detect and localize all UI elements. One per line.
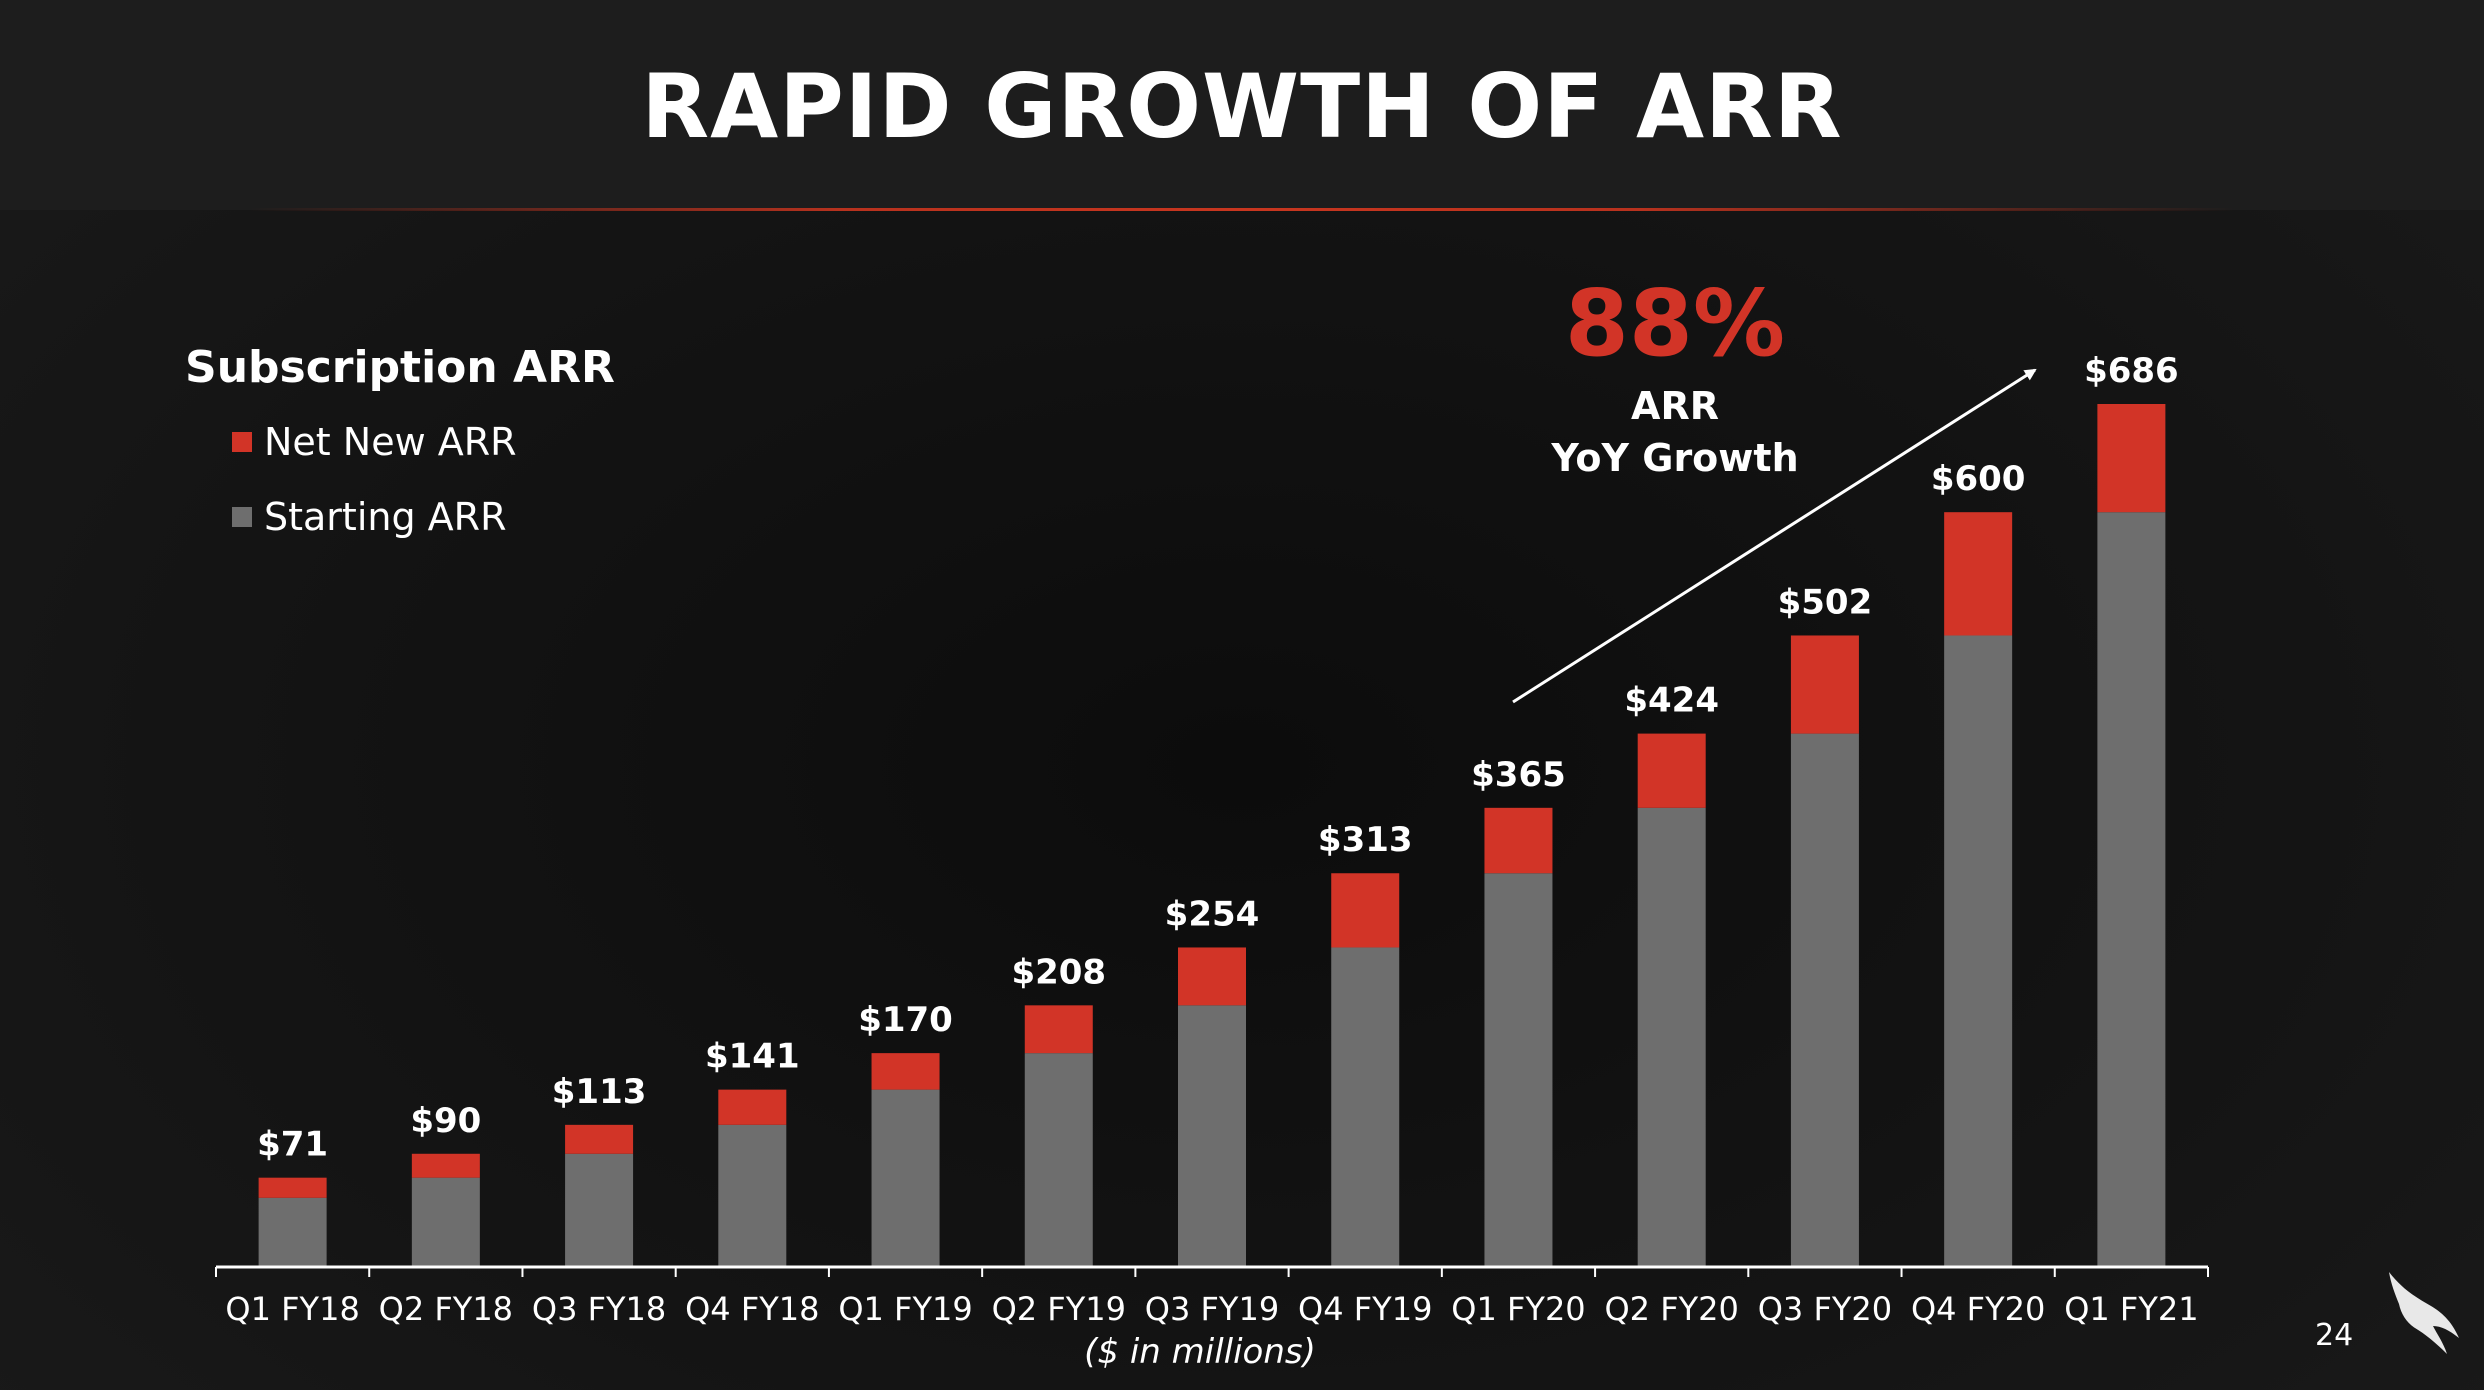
bar-net-new-arr (1024, 1005, 1093, 1054)
growth-label-line2: YoY Growth (1551, 436, 1799, 480)
legend-label-net-new: Net New ARR (264, 420, 517, 464)
bar-starting-arr (1484, 873, 1553, 1267)
growth-arrow-icon (1512, 368, 2037, 704)
bar-starting-arr (258, 1197, 327, 1267)
data-label: $113 (552, 1072, 647, 1112)
x-tick-label: Q1 FY20 (1451, 1290, 1585, 1328)
data-label: $424 (1624, 681, 1719, 721)
bar-net-new-arr (411, 1153, 480, 1178)
bar-net-new-arr (871, 1053, 940, 1090)
bar-net-new-arr (1790, 635, 1859, 734)
bar-starting-arr (718, 1124, 787, 1267)
x-tick-label: Q1 FY18 (225, 1290, 359, 1328)
x-tick-label: Q4 FY20 (1911, 1290, 2045, 1328)
bar-net-new-arr (1637, 733, 1706, 808)
bar-starting-arr (1331, 947, 1400, 1267)
header-band (0, 0, 2484, 210)
bar-starting-arr (565, 1153, 634, 1267)
data-label: $71 (257, 1125, 328, 1165)
bar-starting-arr (1024, 1053, 1093, 1267)
header-divider (250, 208, 2234, 211)
x-tick-label: Q2 FY19 (992, 1290, 1126, 1328)
falcon-logo-icon (2389, 1272, 2459, 1354)
bar-starting-arr (871, 1089, 940, 1267)
bar-starting-arr (1944, 635, 2013, 1267)
data-label: $686 (2084, 351, 2179, 391)
bar-net-new-arr (718, 1089, 787, 1125)
bars-layer (258, 404, 2166, 1267)
legend-item-net-new: Net New ARR (232, 420, 517, 464)
units-note: ($ in millions) (1084, 1332, 1316, 1372)
legend-label-starting: Starting ARR (264, 495, 507, 539)
growth-percent: 88% (1564, 270, 1786, 377)
data-label: $170 (858, 1000, 953, 1040)
bar-net-new-arr (1178, 947, 1246, 1006)
data-label: $502 (1778, 582, 1873, 622)
data-label: $141 (705, 1037, 800, 1077)
data-label: $254 (1165, 894, 1260, 934)
data-label: $90 (410, 1101, 481, 1141)
growth-label-line1: ARR (1631, 384, 1719, 428)
x-tick-label: Q4 FY19 (1298, 1290, 1432, 1328)
bar-net-new-arr (2097, 404, 2166, 513)
data-label: $208 (1011, 952, 1106, 992)
x-tick-label: Q3 FY20 (1758, 1290, 1892, 1328)
x-axis: Q1 FY18 Q2 FY18 Q3 FY18 Q4 FY18 Q1 FY19 Q2 FY… (215, 1265, 2209, 1328)
x-tick-label: Q2 FY18 (379, 1290, 513, 1328)
x-tick-label: Q2 FY20 (1604, 1290, 1738, 1328)
bar-starting-arr (2097, 512, 2166, 1267)
bar-net-new-arr (258, 1177, 327, 1198)
x-tick-label: Q3 FY19 (1145, 1290, 1279, 1328)
page-number: 24 (2315, 1318, 2354, 1353)
x-tick-label: Q4 FY18 (685, 1290, 819, 1328)
bar-net-new-arr (565, 1124, 634, 1154)
value-labels-layer: $71 $90 $113 $141 $170 $208 $254 $313 $365 $424 $5… (257, 351, 2179, 1165)
legend-item-starting: Starting ARR (232, 495, 506, 539)
bar-net-new-arr (1331, 873, 1400, 948)
data-label: $313 (1318, 820, 1413, 860)
bar-net-new-arr (1484, 807, 1553, 874)
x-tick-label: Q1 FY21 (2064, 1290, 2198, 1328)
growth-label: ARR YoY Growth (1520, 380, 1830, 484)
legend-swatch-net-new (232, 432, 252, 452)
legend-swatch-starting (232, 507, 252, 527)
legend-title: Subscription ARR (185, 342, 615, 393)
bar-net-new-arr (1944, 512, 2013, 636)
slide-title: RAPID GROWTH OF ARR (641, 55, 1843, 158)
bar-starting-arr (411, 1177, 480, 1267)
x-tick-label: Q3 FY18 (532, 1290, 666, 1328)
data-label: $365 (1471, 755, 1566, 795)
bar-starting-arr (1178, 1005, 1246, 1267)
bar-starting-arr (1790, 733, 1859, 1267)
data-label: $600 (1931, 459, 2026, 499)
bar-starting-arr (1637, 807, 1706, 1267)
x-tick-label: Q1 FY19 (838, 1290, 972, 1328)
